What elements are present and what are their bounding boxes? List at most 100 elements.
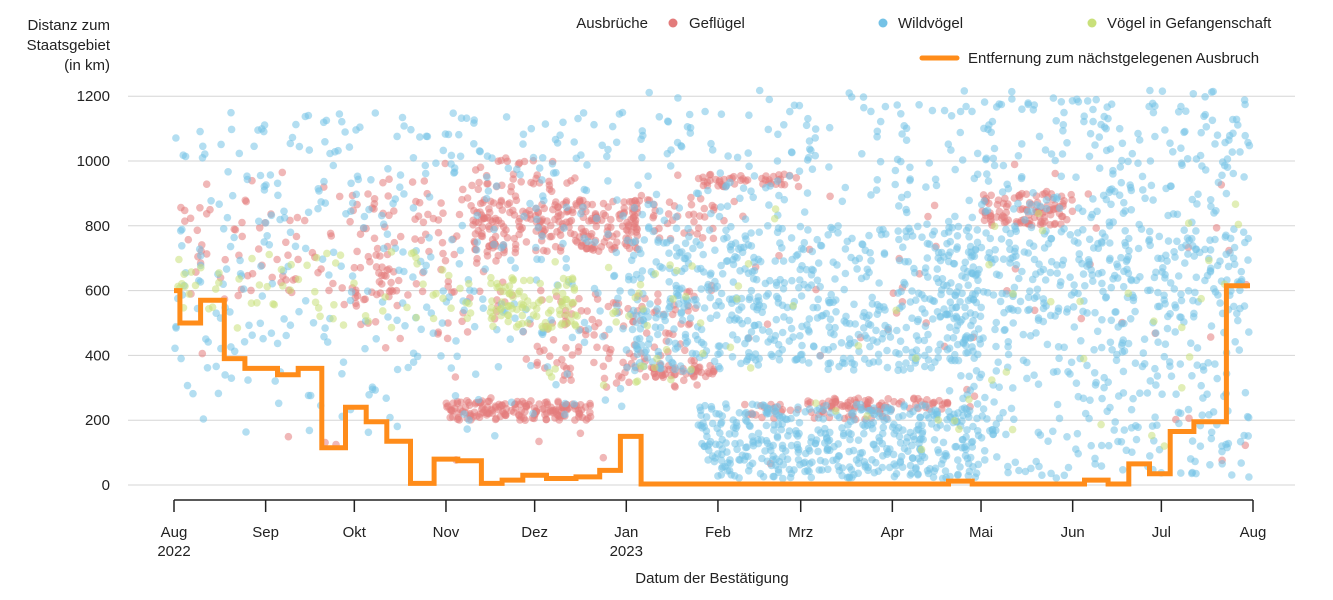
outbreak-point (1075, 255, 1083, 264)
outbreak-point (838, 197, 847, 206)
y-axis-title-line-3: (in km) (64, 57, 110, 74)
outbreak-point (738, 248, 747, 257)
outbreak-point (733, 422, 741, 430)
legend-swatch-gefluegel (668, 18, 678, 28)
outbreak-point (577, 209, 585, 218)
outbreak-point (1194, 190, 1202, 198)
outbreak-point (1188, 372, 1196, 380)
outbreak-point (1063, 433, 1071, 441)
outbreak-point (535, 400, 543, 408)
outbreak-point (303, 261, 311, 270)
outbreak-point (1222, 231, 1230, 240)
outbreak-point (854, 436, 863, 445)
outbreak-point (482, 194, 491, 203)
outbreak-point (717, 418, 726, 427)
outbreak-point (1227, 287, 1235, 295)
outbreak-point (476, 199, 485, 208)
outbreak-point (1034, 209, 1043, 218)
outbreak-point (827, 290, 835, 299)
outbreak-point (590, 331, 598, 339)
outbreak-point (785, 172, 794, 180)
outbreak-point (548, 323, 556, 331)
outbreak-point (628, 325, 637, 334)
x-tick-label-sep-1: Sep (252, 524, 279, 541)
outbreak-point (1105, 441, 1113, 450)
outbreak-point (429, 314, 438, 323)
outbreak-point (846, 417, 855, 426)
outbreak-point (1192, 273, 1201, 282)
outbreak-point (982, 154, 991, 163)
outbreak-point (494, 363, 503, 371)
outbreak-point (973, 226, 982, 234)
outbreak-point (543, 363, 552, 371)
outbreak-point (1209, 87, 1217, 96)
outbreak-point (1166, 279, 1175, 287)
outbreak-point (197, 251, 205, 260)
outbreak-point (350, 279, 358, 288)
outbreak-point (733, 295, 741, 303)
outbreak-point (1172, 390, 1180, 399)
outbreak-point (529, 409, 537, 418)
outbreak-point (473, 211, 482, 220)
outbreak-point (321, 324, 329, 332)
outbreak-point (338, 370, 346, 378)
outbreak-point (943, 424, 951, 432)
outbreak-point (811, 134, 819, 142)
outbreak-point (577, 151, 585, 159)
outbreak-point (460, 306, 469, 315)
outbreak-point (506, 335, 515, 344)
outbreak-point (1127, 206, 1136, 214)
outbreak-point (202, 250, 211, 258)
outbreak-point (447, 304, 455, 313)
outbreak-point (541, 318, 550, 327)
outbreak-point (468, 181, 476, 190)
outbreak-point (1113, 263, 1122, 271)
outbreak-point (654, 297, 662, 306)
outbreak-point (356, 263, 365, 272)
outbreak-point (824, 445, 832, 453)
outbreak-point (1118, 156, 1126, 165)
outbreak-point (641, 372, 650, 381)
outbreak-point (211, 285, 220, 293)
outbreak-point (669, 295, 677, 303)
outbreak-point (668, 310, 677, 319)
outbreak-point (900, 444, 909, 453)
outbreak-point (181, 152, 190, 161)
outbreak-point (342, 210, 350, 218)
outbreak-point (693, 230, 701, 238)
outbreak-point (1120, 198, 1128, 207)
outbreak-point (736, 267, 744, 275)
outbreak-point (1127, 424, 1136, 432)
x-tick-year-2022: 2022 (157, 543, 190, 560)
outbreak-point (1060, 108, 1068, 117)
outbreak-point (696, 319, 705, 327)
outbreak-point (451, 392, 460, 400)
outbreak-point (860, 429, 868, 438)
outbreak-point (317, 198, 325, 206)
outbreak-point (1177, 469, 1185, 477)
outbreak-point (831, 323, 839, 332)
outbreak-point (460, 410, 468, 418)
outbreak-point (1011, 458, 1020, 467)
outbreak-point (773, 433, 782, 442)
outbreak-point (841, 245, 850, 253)
outbreak-point (479, 408, 487, 417)
outbreak-point (427, 253, 435, 261)
outbreak-point (590, 358, 598, 367)
outbreak-point (1002, 368, 1011, 376)
outbreak-point (319, 118, 328, 127)
outbreak-point (998, 188, 1007, 196)
outbreak-point (455, 210, 464, 219)
outbreak-point (646, 300, 654, 308)
outbreak-point (1097, 420, 1105, 429)
outbreak-point (1024, 293, 1033, 302)
outbreak-point (490, 240, 498, 249)
outbreak-point (922, 402, 930, 411)
outbreak-point (855, 254, 864, 263)
outbreak-point (1164, 312, 1172, 321)
outbreak-point (1081, 409, 1090, 418)
outbreak-point (1146, 86, 1154, 95)
outbreak-point (1119, 282, 1128, 291)
outbreak-point (1012, 261, 1021, 269)
outbreak-point (1060, 343, 1068, 352)
